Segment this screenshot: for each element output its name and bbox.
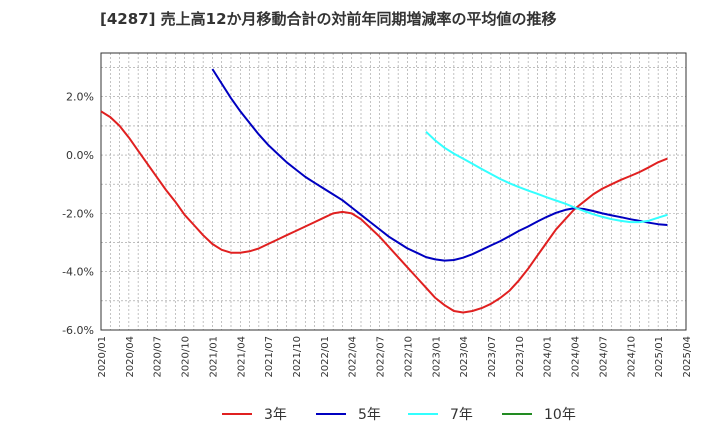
x-tick-label: 2023/04 — [459, 336, 470, 378]
x-tick-label: 2022/07 — [376, 336, 387, 378]
legend-label-4: 10年 — [544, 407, 576, 423]
series-line-1 — [100, 110, 668, 314]
chart-title: [4287] 売上高12か月移動合計の対前年同期増減率の平均値の推移 — [100, 10, 557, 28]
x-tick-label: 2023/10 — [515, 336, 526, 378]
x-tick-label: 2024/04 — [571, 336, 582, 378]
y-tick-label: -4.0% — [62, 266, 94, 279]
x-tick-label: 2021/07 — [264, 336, 275, 378]
y-tick-label: -2.0% — [62, 207, 94, 220]
x-tick-label: 2022/10 — [403, 336, 414, 378]
x-tick-label: 2021/01 — [208, 336, 219, 378]
y-axis: 2.0% 0.0% -2.0% -4.0% -6.0% — [62, 91, 94, 337]
x-tick-label: 2020/07 — [153, 336, 164, 378]
x-tick-label: 2023/01 — [431, 336, 442, 378]
x-tick-label: 2022/01 — [320, 336, 331, 378]
y-tick-label: 2.0% — [66, 91, 94, 104]
plot-area — [100, 52, 687, 331]
x-tick-label: 2020/10 — [181, 336, 192, 378]
series-lines — [100, 68, 668, 314]
x-tick-label: 2023/07 — [487, 336, 498, 378]
legend-label-2: 5年 — [358, 407, 381, 423]
x-tick-label: 2022/04 — [348, 336, 359, 378]
x-tick-label: 2021/10 — [292, 336, 303, 378]
legend-label-3: 7年 — [450, 407, 473, 423]
x-tick-label: 2024/07 — [598, 336, 609, 378]
series-line-3 — [425, 130, 668, 224]
legend-label-1: 3年 — [264, 407, 287, 423]
x-tick-label: 2020/04 — [125, 336, 136, 378]
x-tick-label: 2024/10 — [626, 336, 637, 378]
x-tick-label: 2020/01 — [97, 336, 108, 378]
x-tick-label: 2025/01 — [654, 336, 665, 378]
x-tick-label: 2024/01 — [543, 336, 554, 378]
grid — [101, 53, 686, 330]
series-line-2 — [211, 68, 668, 262]
legend: 3年 5年 7年 10年 — [222, 407, 576, 423]
x-tick-label: 2025/04 — [682, 336, 693, 378]
y-tick-label: -6.0% — [62, 324, 94, 337]
y-tick-label: 0.0% — [66, 149, 94, 162]
x-axis: 2020/01 2020/04 2020/07 2020/10 2021/01 2021/… — [97, 336, 693, 378]
x-tick-label: 2021/04 — [236, 336, 247, 378]
